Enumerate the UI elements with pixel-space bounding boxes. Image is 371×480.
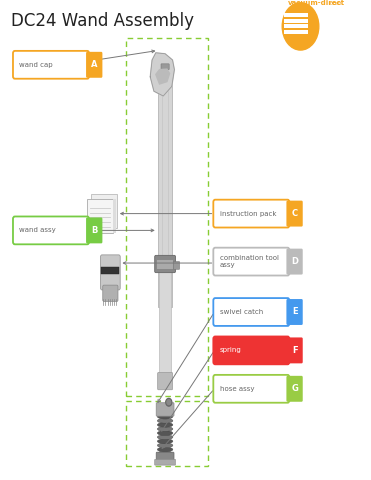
FancyBboxPatch shape bbox=[87, 199, 113, 233]
Ellipse shape bbox=[157, 422, 173, 427]
FancyBboxPatch shape bbox=[91, 194, 117, 228]
FancyBboxPatch shape bbox=[286, 201, 303, 227]
FancyBboxPatch shape bbox=[286, 299, 303, 325]
Ellipse shape bbox=[157, 443, 173, 448]
FancyBboxPatch shape bbox=[103, 285, 118, 301]
FancyBboxPatch shape bbox=[101, 267, 119, 274]
FancyBboxPatch shape bbox=[213, 336, 289, 364]
FancyBboxPatch shape bbox=[159, 67, 171, 78]
Text: E: E bbox=[292, 308, 298, 316]
FancyBboxPatch shape bbox=[86, 52, 102, 78]
Text: combination tool
assy: combination tool assy bbox=[220, 255, 279, 268]
Text: F: F bbox=[292, 346, 298, 355]
FancyBboxPatch shape bbox=[13, 216, 89, 244]
Circle shape bbox=[167, 400, 171, 405]
Ellipse shape bbox=[157, 419, 173, 423]
FancyBboxPatch shape bbox=[155, 459, 175, 465]
FancyBboxPatch shape bbox=[286, 337, 303, 363]
FancyBboxPatch shape bbox=[173, 262, 180, 269]
Text: .com: .com bbox=[328, 1, 342, 6]
FancyBboxPatch shape bbox=[213, 298, 289, 326]
Circle shape bbox=[166, 398, 172, 406]
Text: C: C bbox=[292, 209, 298, 218]
FancyBboxPatch shape bbox=[286, 376, 303, 402]
Polygon shape bbox=[150, 53, 174, 96]
FancyBboxPatch shape bbox=[284, 24, 308, 28]
Text: spring: spring bbox=[220, 348, 242, 353]
Text: A: A bbox=[91, 60, 98, 69]
Text: wand cap: wand cap bbox=[19, 62, 53, 68]
Ellipse shape bbox=[157, 414, 173, 419]
Text: wand assy: wand assy bbox=[19, 228, 56, 233]
Ellipse shape bbox=[157, 431, 173, 435]
Text: DC24 Wand Assembly: DC24 Wand Assembly bbox=[11, 12, 194, 30]
Text: instruction pack: instruction pack bbox=[220, 211, 276, 216]
FancyBboxPatch shape bbox=[213, 200, 289, 228]
Ellipse shape bbox=[157, 439, 173, 444]
FancyBboxPatch shape bbox=[213, 375, 289, 403]
Circle shape bbox=[282, 3, 319, 50]
FancyBboxPatch shape bbox=[284, 13, 308, 17]
FancyBboxPatch shape bbox=[13, 51, 89, 79]
FancyBboxPatch shape bbox=[159, 271, 171, 374]
FancyBboxPatch shape bbox=[284, 30, 308, 34]
Text: B: B bbox=[91, 226, 98, 235]
FancyBboxPatch shape bbox=[155, 255, 175, 273]
FancyBboxPatch shape bbox=[158, 77, 172, 307]
FancyBboxPatch shape bbox=[284, 19, 308, 23]
Text: G: G bbox=[291, 384, 298, 393]
Text: swivel catch: swivel catch bbox=[220, 309, 263, 315]
Ellipse shape bbox=[157, 435, 173, 440]
Text: vacuum-direct: vacuum-direct bbox=[288, 0, 345, 6]
FancyBboxPatch shape bbox=[157, 260, 173, 269]
Polygon shape bbox=[156, 69, 170, 84]
FancyBboxPatch shape bbox=[156, 452, 174, 463]
FancyBboxPatch shape bbox=[101, 255, 120, 290]
FancyBboxPatch shape bbox=[158, 372, 173, 390]
FancyBboxPatch shape bbox=[156, 403, 174, 416]
Ellipse shape bbox=[157, 451, 173, 456]
FancyBboxPatch shape bbox=[213, 248, 289, 276]
FancyBboxPatch shape bbox=[113, 199, 116, 233]
Ellipse shape bbox=[157, 427, 173, 432]
Text: D: D bbox=[291, 257, 298, 266]
FancyBboxPatch shape bbox=[86, 217, 102, 243]
Text: hose assy: hose assy bbox=[220, 386, 254, 392]
Ellipse shape bbox=[157, 447, 173, 452]
FancyBboxPatch shape bbox=[161, 64, 169, 70]
FancyBboxPatch shape bbox=[286, 249, 303, 275]
